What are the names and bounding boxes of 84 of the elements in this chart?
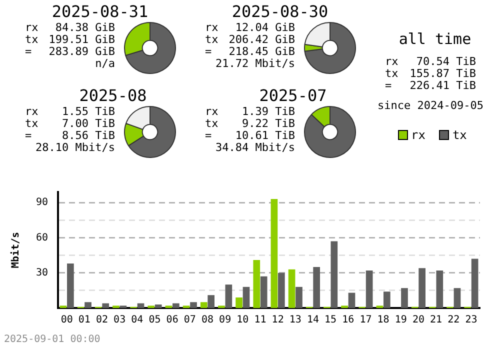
bar: [225, 284, 232, 308]
text: rx 84.38 GiB: [25, 21, 115, 34]
x-tick-label: 04: [131, 314, 144, 326]
y-axis-title: Mbit/s: [10, 232, 22, 268]
bar: [418, 268, 426, 308]
text: rx 12.04 GiB: [205, 21, 295, 34]
bar: [330, 241, 338, 308]
bar: [137, 303, 144, 308]
x-tick-label: 17: [360, 314, 372, 326]
x-tick-label: 05: [148, 314, 161, 326]
x-tick-label: 09: [219, 314, 232, 326]
x-tick-label: 15: [324, 314, 337, 326]
text: tx 206.42 GiB: [205, 33, 295, 46]
text: 2025-09-01 00:00: [4, 334, 100, 345]
bar: [383, 292, 390, 308]
bar: [260, 276, 268, 308]
y-tick-label: 30: [36, 267, 48, 278]
chart-title: 2025-08-31: [50, 2, 150, 21]
text: tx 7.00 TiB: [25, 117, 115, 130]
text: tx 155.87 TiB: [385, 67, 476, 80]
chart-title: 2025-07: [258, 86, 328, 105]
x-tick-label: 14: [306, 314, 319, 326]
bar: [102, 303, 110, 308]
bar: [296, 286, 302, 308]
text: = 218.45 GiB: [205, 45, 295, 58]
text: tx 9.22 TiB: [205, 117, 295, 130]
bar: [270, 199, 278, 308]
text: rx 1.55 TiB: [25, 105, 115, 118]
x-tick-label: 11: [254, 314, 266, 326]
x-tick-label: 18: [377, 314, 390, 326]
text: = 226.41 TiB: [385, 79, 476, 92]
text: 28.10 Mbit/s: [34, 141, 115, 154]
chart-title: 2025-08-30: [230, 2, 330, 21]
bar: [313, 266, 320, 308]
text: tx 199.51 GiB: [25, 33, 115, 46]
text: = 283.89 GiB: [25, 45, 115, 58]
bar: [208, 295, 215, 308]
bar: [253, 260, 260, 308]
x-tick-label: 07: [184, 314, 196, 326]
text: rx 70.54 TiB: [385, 55, 476, 68]
x-tick-label: 03: [114, 314, 126, 326]
bar: [67, 263, 74, 308]
x-tick-label: 01: [78, 314, 90, 326]
x-tick-label: 16: [342, 314, 354, 326]
bar: [348, 292, 356, 308]
bar: [172, 303, 180, 308]
bar: [84, 302, 92, 308]
y-tick-label: 90: [36, 197, 48, 208]
text: all time: [398, 30, 472, 48]
text: 34.84 Mbit/s: [214, 141, 295, 154]
x-tick-label: 13: [289, 314, 302, 326]
x-tick-label: 22: [448, 314, 460, 326]
x-tick-label: 02: [96, 314, 108, 326]
x-tick-label: 23: [465, 314, 478, 326]
x-tick-label: 19: [394, 314, 407, 326]
chart-title: 2025-08: [78, 86, 148, 105]
x-tick-label: 08: [201, 314, 214, 326]
bar: [436, 270, 444, 308]
legend-label: tx: [452, 128, 467, 142]
x-tick-label: 12: [272, 314, 284, 326]
bar: [366, 270, 373, 308]
bar: [278, 272, 285, 308]
legend-label: rx: [411, 128, 426, 142]
text: = 8.56 TiB: [25, 129, 115, 142]
text: since 2024-09-05: [376, 99, 484, 112]
y-tick-label: 60: [36, 232, 48, 244]
x-tick-label: 10: [236, 314, 249, 326]
bar: [401, 288, 408, 308]
bar: [154, 304, 162, 308]
bar: [190, 302, 197, 308]
bar: [200, 302, 208, 308]
text: n/a: [94, 57, 115, 70]
x-tick-label: 06: [166, 314, 178, 326]
x-tick-label: 00: [60, 314, 73, 326]
bar: [454, 288, 461, 308]
bar: [236, 297, 242, 308]
text: 21.72 Mbit/s: [214, 57, 295, 70]
text: rx 1.39 TiB: [205, 105, 295, 118]
bar: [471, 258, 478, 308]
bar: [288, 269, 296, 308]
bar: [242, 286, 250, 308]
text: = 10.61 TiB: [205, 129, 295, 142]
x-tick-label: 20: [412, 314, 424, 326]
x-tick-label: 21: [430, 314, 442, 326]
